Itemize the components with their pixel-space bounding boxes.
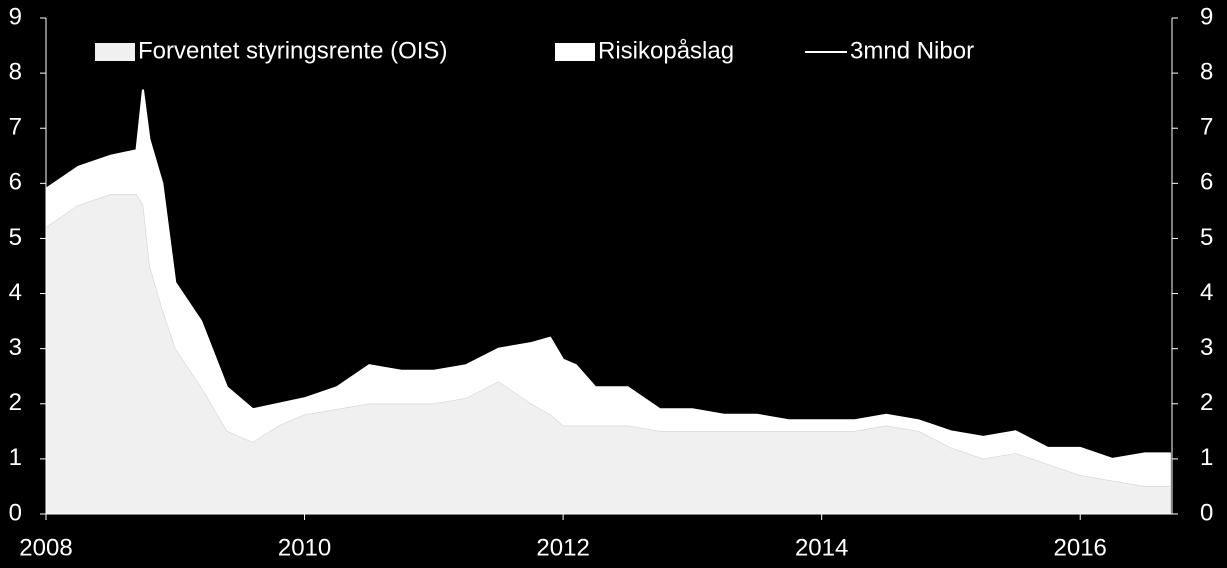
y-tick-label: 3 xyxy=(9,334,22,361)
y-tick-label: 5 xyxy=(9,224,22,251)
legend-label: Risikopåslag xyxy=(598,37,734,64)
line xyxy=(45,89,1171,460)
y2-tick-label: 8 xyxy=(1200,58,1213,85)
legend-label: Forventet styringsrente (OIS) xyxy=(138,37,447,64)
y2-tick-label: 4 xyxy=(1200,279,1213,306)
y2-tick-label: 7 xyxy=(1200,114,1213,141)
x-tick-label: 2016 xyxy=(1054,534,1107,561)
y-tick-label: 9 xyxy=(9,3,22,30)
y-tick-label: 4 xyxy=(9,279,22,306)
y2-tick-label: 9 xyxy=(1200,3,1213,30)
legend-label: 3mnd Nibor xyxy=(850,37,974,64)
legend-swatch xyxy=(555,43,595,61)
y-tick-label: 1 xyxy=(9,444,22,471)
x-tick-label: 2014 xyxy=(795,534,848,561)
y-tick-label: 7 xyxy=(9,114,22,141)
y-tick-label: 8 xyxy=(9,58,22,85)
y2-tick-label: 1 xyxy=(1200,444,1213,471)
y2-tick-label: 2 xyxy=(1200,389,1213,416)
y2-tick-label: 6 xyxy=(1200,169,1213,196)
y-tick-label: 0 xyxy=(9,499,22,526)
y2-tick-label: 0 xyxy=(1200,499,1213,526)
y-tick-label: 6 xyxy=(9,169,22,196)
x-tick-label: 2012 xyxy=(536,534,589,561)
x-tick-label: 2008 xyxy=(19,534,72,561)
legend-swatch xyxy=(95,43,135,61)
y-tick-label: 2 xyxy=(9,389,22,416)
y2-tick-label: 3 xyxy=(1200,334,1213,361)
y2-tick-label: 5 xyxy=(1200,224,1213,251)
x-tick-label: 2010 xyxy=(278,534,331,561)
